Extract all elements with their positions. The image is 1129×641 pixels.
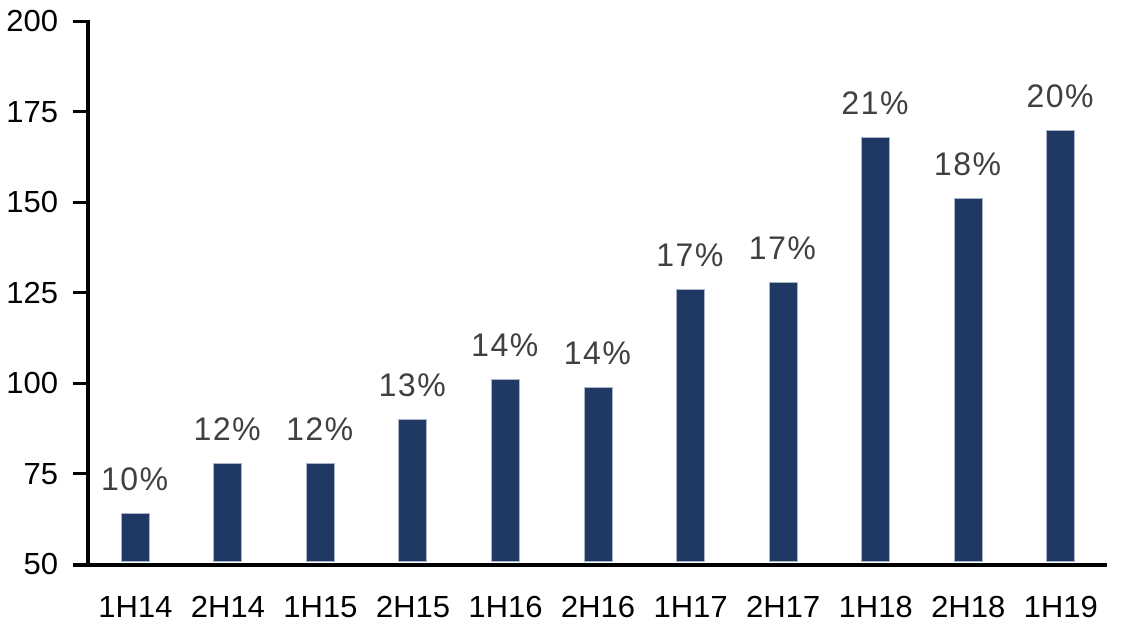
bar-value-label: 21% bbox=[841, 84, 910, 121]
x-axis-category-label: 1H19 bbox=[1023, 589, 1098, 624]
x-axis-category-label: 2H15 bbox=[375, 589, 450, 624]
bar-1h15 bbox=[305, 462, 335, 563]
x-axis-category-label: 2H18 bbox=[931, 589, 1006, 624]
bar-value-label: 17% bbox=[656, 236, 725, 273]
y-axis-tick-mark bbox=[73, 291, 90, 294]
x-axis-category-label: 2H17 bbox=[746, 589, 821, 624]
y-axis-tick-label: 125 bbox=[6, 274, 58, 310]
bar-2h18 bbox=[953, 198, 983, 563]
x-axis-category-label: 1H17 bbox=[653, 589, 728, 624]
bar-value-label: 14% bbox=[471, 327, 540, 364]
bar-value-label: 10% bbox=[100, 461, 170, 498]
y-axis-tick-mark bbox=[73, 200, 90, 204]
x-axis-category-label: 2H16 bbox=[560, 589, 636, 624]
x-axis-line bbox=[73, 562, 1107, 567]
bar-2h14 bbox=[213, 462, 243, 563]
y-axis-tick-mark bbox=[73, 110, 90, 113]
bar-value-label: 18% bbox=[933, 146, 1003, 183]
y-axis-tick-label: 75 bbox=[23, 455, 58, 491]
bar-1h18 bbox=[861, 136, 891, 563]
bar-1h16 bbox=[490, 379, 520, 563]
bar-1h17 bbox=[676, 288, 706, 563]
y-axis-tick-mark bbox=[73, 381, 90, 385]
bar-2h15 bbox=[398, 419, 428, 563]
bar-value-label: 12% bbox=[193, 410, 263, 447]
y-axis-tick-mark bbox=[73, 19, 90, 23]
x-axis-category-label: 2H14 bbox=[190, 589, 265, 624]
y-axis-tick-mark bbox=[73, 472, 90, 475]
bar-value-label: 20% bbox=[1026, 77, 1095, 114]
bar-2h17 bbox=[768, 281, 798, 563]
y-axis-tick-label: 100 bbox=[6, 365, 58, 400]
x-axis-category-label: 1H14 bbox=[98, 589, 173, 624]
bar-1h19 bbox=[1046, 129, 1076, 563]
bar-value-label: 14% bbox=[563, 334, 633, 371]
bar-2h16 bbox=[583, 386, 613, 563]
bar-1h14 bbox=[120, 513, 150, 563]
bar-value-label: 12% bbox=[286, 410, 355, 447]
bar-value-label: 17% bbox=[748, 229, 818, 266]
bar-value-label: 13% bbox=[378, 367, 448, 404]
x-axis-category-label: 1H18 bbox=[838, 589, 913, 624]
y-axis-line bbox=[86, 19, 90, 567]
y-axis-tick-label: 200 bbox=[6, 3, 58, 38]
y-axis-tick-label: 175 bbox=[6, 93, 58, 129]
x-axis-category-label: 1H16 bbox=[468, 589, 543, 624]
x-axis-category-label: 1H15 bbox=[283, 589, 358, 624]
y-axis-tick-label: 150 bbox=[6, 184, 58, 219]
y-axis-tick-label: 50 bbox=[23, 546, 58, 581]
